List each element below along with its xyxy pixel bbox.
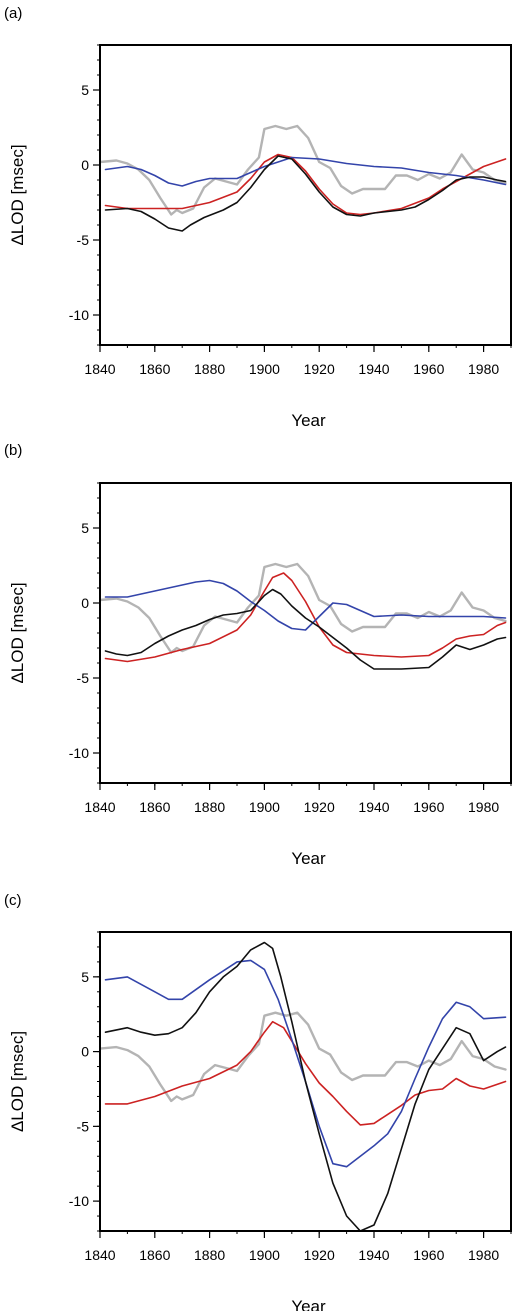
panel-label: (a) [4,5,22,22]
x-tick-label: 1860 [139,799,170,815]
x-tick-label: 1980 [468,1247,499,1263]
y-tick-label: -5 [77,670,90,686]
y-axis-label: ΔLOD [msec] [8,1031,27,1132]
y-tick-label: -5 [77,1118,90,1134]
series-line-3 [104,941,507,1231]
series-line-2 [104,156,507,187]
x-tick-label: 1860 [139,361,170,377]
series-group [100,124,507,232]
y-tick-label: -5 [77,232,90,248]
x-tick-label: 1900 [249,1247,280,1263]
x-tick-label: 1940 [358,1247,389,1263]
y-tick-label: -10 [69,307,89,323]
x-tick-label: 1880 [194,361,225,377]
y-axis-label: ΔLOD [msec] [8,582,27,683]
x-tick-label: 1960 [413,799,444,815]
x-tick-label: 1940 [358,361,389,377]
series-group [100,941,507,1231]
panel-label: (b) [4,442,22,459]
y-tick-label: -10 [69,1193,89,1209]
panel-c: (c) 5 0 -5 -10 1840 1860 1880 1900 1920 1940 1960 19… [4,892,512,1311]
series-line-1 [104,1020,507,1126]
x-tick-label: 1900 [249,361,280,377]
y-tick-label: 0 [81,1044,89,1060]
x-tick-label: 1960 [413,1247,444,1263]
x-tick-label: 1880 [194,799,225,815]
x-tick-label: 1980 [468,799,499,815]
x-tick-label: 1840 [84,1247,115,1263]
x-tick-label: 1940 [358,799,389,815]
series-line-3 [104,155,507,232]
x-tick-label: 1860 [139,1247,170,1263]
x-tick-label: 1840 [84,361,115,377]
x-axis-label: Year [291,1297,326,1311]
x-tick-label: 1920 [304,1247,335,1263]
series-line-0 [100,124,507,216]
series-line-2 [104,579,507,631]
series-line-2 [104,959,507,1168]
x-tick-label: 1920 [304,361,335,377]
panel-b: (b) 5 0 -5 -10 1840 1860 1880 1900 1920 1940 1960 19… [4,442,512,868]
x-tick-label: 1960 [413,361,444,377]
x-tick-label: 1880 [194,1247,225,1263]
series-line-0 [100,1011,507,1103]
x-tick-label: 1840 [84,799,115,815]
series-line-0 [100,562,507,654]
y-tick-label: 5 [81,520,89,536]
series-line-3 [104,588,507,670]
plot-frame [99,482,512,784]
x-tick-label: 1920 [304,799,335,815]
y-tick-label: 0 [81,595,89,611]
x-tick-label: 1980 [468,361,499,377]
plot-frame [99,44,512,346]
y-axis-label: ΔLOD [msec] [8,144,27,245]
y-tick-label: -10 [69,745,89,761]
x-axis-label: Year [291,411,326,430]
series-line-1 [104,572,507,663]
y-tick-label: 0 [81,157,89,173]
x-axis-label: Year [291,849,326,868]
panel-a: (a) 5 0 -5 -10 1840 1860 1880 1900 1920 1940 1960 19… [4,5,512,430]
y-tick-label: 5 [81,82,89,98]
x-tick-label: 1900 [249,799,280,815]
panel-label: (c) [4,892,22,909]
series-group [100,562,507,670]
y-tick-label: 5 [81,969,89,985]
